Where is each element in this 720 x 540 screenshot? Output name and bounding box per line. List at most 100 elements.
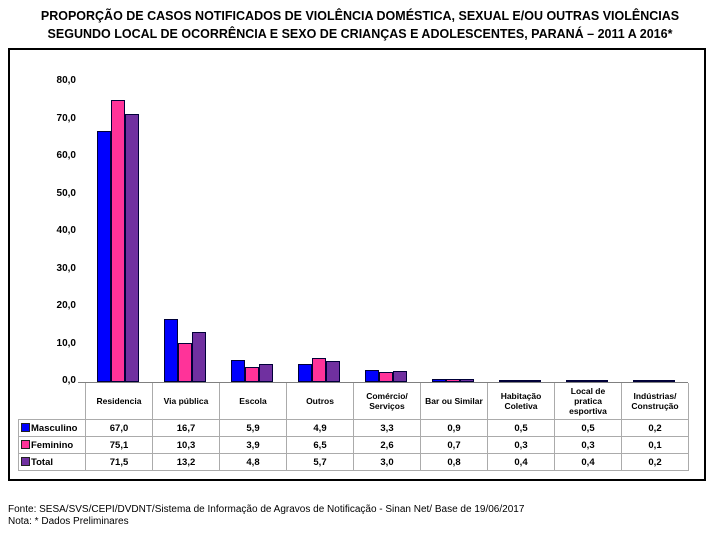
value-cell: 10,3 [152, 436, 220, 454]
value-cell: 3,3 [353, 419, 421, 437]
bar-masculino [231, 360, 245, 382]
value-cell: 0,4 [487, 453, 555, 471]
source-note: Fonte: SESA/SVS/CEPI/DVDNT/Sistema de In… [8, 504, 525, 515]
category-header: Residencia [85, 383, 153, 420]
legend-label: Feminino [31, 439, 74, 451]
data-table: Residencia Via pública Escola Outros Comérci… [18, 383, 689, 471]
footer: Fonte: SESA/SVS/CEPI/DVDNT/Sistema de In… [8, 504, 524, 528]
category-header: Local de pratica esportiva [554, 383, 622, 420]
y-axis-tick-label: 80,0 [56, 75, 76, 86]
bar-feminino [379, 372, 393, 382]
category-header: Outros [286, 383, 354, 420]
value-cell: 5,7 [286, 453, 354, 471]
bar-group [420, 82, 487, 382]
legend-cell: Total [18, 453, 86, 471]
y-axis-tick-label: 10,0 [56, 337, 76, 349]
value-cell: 2,6 [353, 436, 421, 454]
value-cell: 0,3 [487, 436, 555, 454]
bar-feminino [312, 358, 326, 382]
value-cell: 0,2 [621, 419, 689, 437]
category-header: Via pública [152, 383, 220, 420]
bar-masculino [499, 380, 513, 382]
bar-feminino [513, 380, 527, 382]
bar-masculino [298, 364, 312, 382]
bar-group [353, 82, 420, 382]
value-cell: 71,5 [85, 453, 153, 471]
table-corner-cell [19, 383, 86, 420]
bar-masculino [432, 379, 446, 382]
bar-masculino [97, 131, 111, 382]
y-axis-tick-label: 0,0 [62, 375, 76, 386]
value-cell: 13,2 [152, 453, 220, 471]
table-row: Total 71,5 13,2 4,8 5,7 3,0 0,8 0,4 0,4 0,2 [18, 453, 689, 471]
category-header: Comércio/ Serviços [353, 383, 421, 420]
bar-group [554, 82, 621, 382]
value-cell: 0,7 [420, 436, 488, 454]
bar-masculino [365, 370, 379, 382]
legend-cell: Feminino [18, 436, 86, 454]
legend-swatch-total [21, 456, 30, 466]
bar-total [661, 380, 675, 382]
y-axis-tick-label: 50,0 [56, 187, 76, 199]
plot-area [85, 82, 688, 382]
chart-title-line2: SEGUNDO LOCAL DE OCORRÊNCIA E SEXO DE CR… [47, 27, 673, 42]
category-header: Indústrias/ Construção [621, 383, 689, 420]
bar-group [487, 82, 554, 382]
bar-total [393, 371, 407, 382]
value-cell: 6,5 [286, 436, 354, 454]
preliminary-note: Nota: * Dados Preliminares [8, 516, 129, 527]
value-cell: 3,9 [219, 436, 287, 454]
bar-group [286, 82, 353, 382]
bar-masculino [164, 319, 178, 382]
value-cell: 0,4 [554, 453, 622, 471]
chart-title: PROPORÇÃO DE CASOS NOTIFICADOS DE VIOLÊN… [0, 7, 720, 43]
value-cell: 0,9 [420, 419, 488, 437]
category-header: Escola [219, 383, 287, 420]
value-cell: 0,5 [487, 419, 555, 437]
table-row: Masculino 67,0 16,7 5,9 4,9 3,3 0,9 0,5 0,5 0,2 [18, 419, 689, 437]
y-axis-tick-label: 40,0 [56, 225, 76, 236]
value-cell: 75,1 [85, 436, 153, 454]
value-cell: 0,1 [621, 436, 689, 454]
legend-swatch-feminino [21, 439, 30, 449]
y-axis-tick-label: 30,0 [56, 262, 76, 274]
value-cell: 3,0 [353, 453, 421, 471]
value-cell: 0,3 [554, 436, 622, 454]
bar-group [85, 82, 152, 382]
value-cell: 5,9 [219, 419, 287, 437]
bar-feminino [178, 343, 192, 382]
y-axis-tick-label: 20,0 [56, 300, 76, 311]
legend-cell: Masculino [18, 419, 86, 437]
table-row: Feminino 75,1 10,3 3,9 6,5 2,6 0,7 0,3 0,3 0,1 [18, 436, 689, 454]
bar-masculino [633, 380, 647, 382]
category-header: Habitação Coletiva [487, 383, 555, 420]
bar-total [326, 361, 340, 382]
bar-group [621, 82, 688, 382]
bar-total [594, 380, 608, 382]
y-axis-tick-label: 60,0 [56, 150, 76, 161]
bar-feminino [245, 367, 259, 382]
legend-label: Total [31, 456, 53, 468]
bar-total [192, 332, 206, 382]
chart-title-line1: PROPORÇÃO DE CASOS NOTIFICADOS DE VIOLÊN… [40, 9, 680, 23]
bar-group [152, 82, 219, 382]
value-cell: 0,8 [420, 453, 488, 471]
bar-masculino [566, 380, 580, 382]
x-axis-line [78, 382, 688, 383]
category-header: Bar ou Similar [420, 383, 488, 420]
bar-feminino [647, 380, 661, 382]
bar-total [259, 364, 273, 382]
value-cell: 67,0 [85, 419, 153, 437]
bar-feminino [580, 380, 594, 382]
bar-total [527, 380, 541, 382]
value-cell: 0,5 [554, 419, 622, 437]
bar-total [125, 114, 139, 382]
bar-total [460, 379, 474, 382]
value-cell: 4,8 [219, 453, 287, 471]
value-cell: 0,2 [621, 453, 689, 471]
bar-feminino [446, 379, 460, 382]
bar-feminino [111, 100, 125, 382]
legend-label: Masculino [31, 422, 78, 434]
value-cell: 16,7 [152, 419, 220, 437]
